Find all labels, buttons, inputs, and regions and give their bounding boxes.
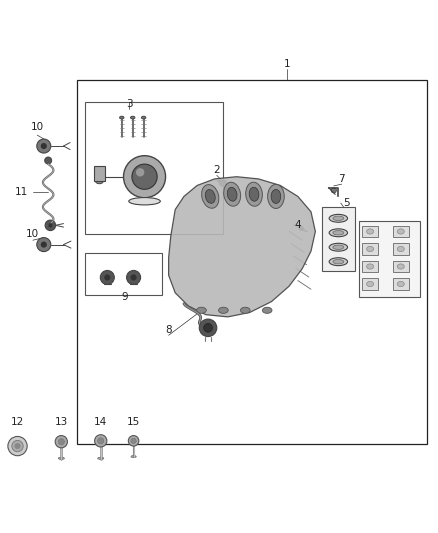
Ellipse shape xyxy=(397,264,404,269)
Circle shape xyxy=(204,324,212,332)
Circle shape xyxy=(95,435,107,447)
Circle shape xyxy=(299,226,304,231)
Circle shape xyxy=(331,188,336,193)
Ellipse shape xyxy=(131,116,135,119)
Ellipse shape xyxy=(329,243,347,251)
Circle shape xyxy=(37,238,51,252)
Ellipse shape xyxy=(197,307,206,313)
Ellipse shape xyxy=(333,245,344,249)
Circle shape xyxy=(55,435,67,448)
Circle shape xyxy=(219,181,225,186)
Circle shape xyxy=(124,156,166,198)
Ellipse shape xyxy=(367,229,374,234)
Text: 2: 2 xyxy=(213,165,220,175)
Text: 9: 9 xyxy=(121,292,128,302)
Bar xyxy=(362,243,378,255)
Ellipse shape xyxy=(397,281,404,287)
Text: 10: 10 xyxy=(31,122,44,132)
Circle shape xyxy=(128,435,139,446)
Polygon shape xyxy=(169,177,315,317)
Text: 3: 3 xyxy=(126,99,133,109)
Text: 10: 10 xyxy=(26,229,39,239)
Ellipse shape xyxy=(397,229,404,234)
Text: 7: 7 xyxy=(338,174,345,184)
Bar xyxy=(393,243,409,255)
Bar xyxy=(393,226,409,237)
Text: 13: 13 xyxy=(55,417,68,427)
Ellipse shape xyxy=(329,229,347,237)
Bar xyxy=(94,166,105,181)
Bar xyxy=(393,261,409,272)
Text: 15: 15 xyxy=(127,417,140,427)
Circle shape xyxy=(45,157,52,164)
Circle shape xyxy=(37,139,51,153)
Circle shape xyxy=(199,319,217,336)
Bar xyxy=(359,221,420,297)
Ellipse shape xyxy=(219,307,228,313)
Text: 8: 8 xyxy=(165,325,172,335)
Circle shape xyxy=(131,438,136,443)
Circle shape xyxy=(136,168,145,176)
Circle shape xyxy=(127,270,141,285)
Text: 12: 12 xyxy=(11,417,24,427)
Ellipse shape xyxy=(333,260,344,264)
Ellipse shape xyxy=(246,182,262,206)
Circle shape xyxy=(8,437,27,456)
Circle shape xyxy=(100,270,114,285)
Ellipse shape xyxy=(367,281,374,287)
Ellipse shape xyxy=(333,231,344,235)
Circle shape xyxy=(104,274,110,280)
Circle shape xyxy=(41,241,47,248)
Ellipse shape xyxy=(240,307,250,313)
Ellipse shape xyxy=(227,187,237,201)
Ellipse shape xyxy=(367,264,374,269)
Circle shape xyxy=(12,440,23,452)
Text: 5: 5 xyxy=(343,198,350,208)
Circle shape xyxy=(132,164,157,189)
Bar xyxy=(85,253,162,295)
Bar xyxy=(77,80,427,444)
Ellipse shape xyxy=(397,246,404,252)
Ellipse shape xyxy=(129,198,160,205)
Ellipse shape xyxy=(333,216,344,221)
Bar xyxy=(362,278,378,290)
Ellipse shape xyxy=(329,258,347,265)
Ellipse shape xyxy=(268,184,284,208)
Text: 11: 11 xyxy=(15,187,28,197)
Text: 1: 1 xyxy=(283,59,290,69)
Bar xyxy=(322,207,355,271)
Ellipse shape xyxy=(95,179,103,184)
Ellipse shape xyxy=(205,190,215,203)
Circle shape xyxy=(45,220,56,231)
Ellipse shape xyxy=(98,457,104,459)
Text: 14: 14 xyxy=(94,417,107,427)
Circle shape xyxy=(58,439,64,445)
Ellipse shape xyxy=(141,116,146,119)
Ellipse shape xyxy=(120,116,124,119)
Circle shape xyxy=(48,223,53,228)
Ellipse shape xyxy=(271,189,281,204)
Circle shape xyxy=(131,274,137,280)
Circle shape xyxy=(15,443,20,449)
Bar xyxy=(393,278,409,290)
Ellipse shape xyxy=(367,246,374,252)
Ellipse shape xyxy=(262,307,272,313)
Ellipse shape xyxy=(131,456,136,458)
Ellipse shape xyxy=(58,457,64,459)
Bar xyxy=(362,261,378,272)
Circle shape xyxy=(41,143,47,149)
Circle shape xyxy=(98,438,104,444)
Bar xyxy=(85,102,223,233)
Ellipse shape xyxy=(224,182,240,206)
Bar xyxy=(362,226,378,237)
Ellipse shape xyxy=(249,187,259,201)
Ellipse shape xyxy=(201,184,219,208)
Text: 4: 4 xyxy=(294,220,301,230)
Ellipse shape xyxy=(329,214,347,222)
Text: 6: 6 xyxy=(382,231,389,241)
